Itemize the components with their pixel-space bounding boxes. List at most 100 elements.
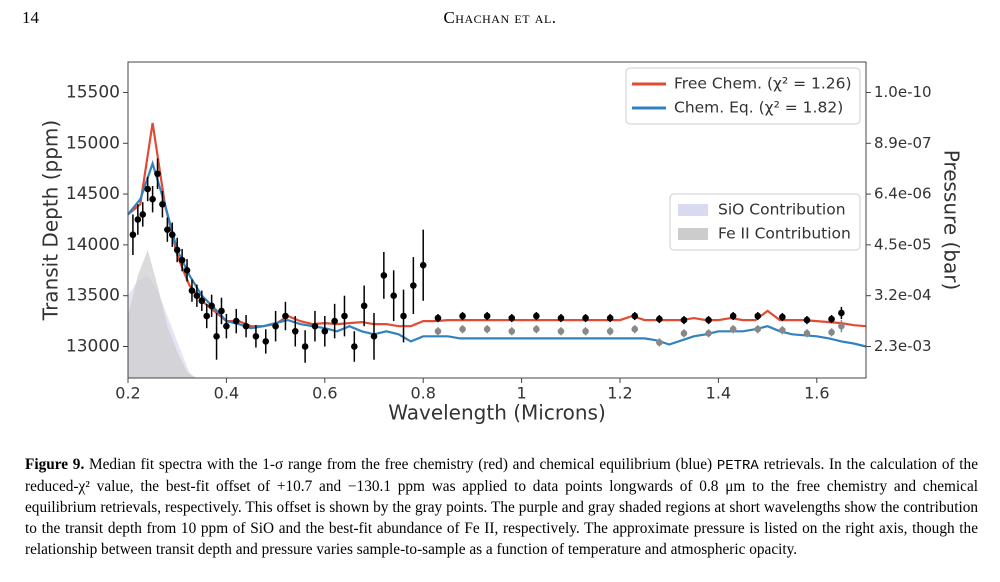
data-point: [252, 333, 260, 340]
data-point: [606, 327, 614, 335]
caption-code: PETRA: [716, 458, 759, 474]
y-tick-label: 13000: [66, 337, 120, 357]
y-tick-label: 13500: [66, 286, 120, 306]
legend-label: SiO Contribution: [718, 201, 846, 219]
contribution-area: [128, 249, 197, 378]
data-point: [459, 312, 466, 320]
data-point: [301, 343, 309, 350]
caption-text: Median fit spectra with the 1-σ range fr…: [89, 456, 717, 473]
x-tick-label: 1.4: [706, 384, 731, 403]
data-point: [198, 297, 206, 305]
data-point: [582, 327, 589, 335]
data-point: [168, 231, 176, 239]
data-point: [218, 307, 225, 315]
data-point: [557, 314, 565, 322]
data-point: [680, 329, 688, 337]
y2-tick-label: 2.3e-03: [874, 337, 932, 355]
x-tick-label: 0.4: [214, 384, 239, 403]
data-point: [803, 329, 811, 337]
data-point: [828, 328, 835, 336]
legend-box: [625, 67, 861, 125]
data-point: [291, 327, 299, 335]
y-tick-label: 14000: [66, 235, 120, 255]
y-tick-label: 15500: [66, 82, 120, 102]
data-point: [828, 315, 835, 323]
data-point: [208, 302, 215, 310]
data-point: [321, 327, 329, 335]
data-point: [631, 325, 639, 333]
data-point: [434, 314, 442, 322]
data-point: [134, 216, 142, 223]
data-point: [370, 333, 378, 340]
y-axis-label: Transit Depth (ppm): [39, 120, 63, 321]
data-point: [483, 325, 491, 333]
data-point: [144, 185, 151, 193]
data-point: [606, 314, 614, 322]
data-point: [508, 314, 516, 322]
data-point: [178, 256, 186, 264]
data-point: [331, 317, 338, 325]
y2-axis-label: Pressure (bar): [940, 150, 964, 291]
data-point: [705, 316, 712, 324]
spectrum-line: [127, 122, 867, 328]
legend-box: [669, 193, 861, 251]
legend-swatch: [678, 228, 708, 240]
data-point: [656, 339, 663, 346]
plot-frame: [127, 61, 867, 379]
x-tick-label: 1: [517, 384, 527, 403]
data-point: [311, 322, 319, 330]
data-point: [154, 170, 161, 178]
data-point: [341, 312, 348, 320]
data-point: [223, 322, 230, 330]
data-point: [129, 231, 137, 239]
data-point: [173, 246, 181, 254]
data-point: [139, 211, 147, 218]
data-point: [533, 325, 540, 333]
data-point: [680, 316, 688, 324]
data-point: [779, 313, 786, 321]
data-point: [360, 302, 368, 310]
data-point: [232, 317, 240, 325]
x-tick-label: 0.6: [312, 384, 337, 403]
data-point: [380, 272, 388, 279]
data-point: [729, 325, 737, 333]
data-point: [213, 333, 220, 340]
data-point: [400, 312, 407, 320]
page-number: 14: [22, 8, 39, 27]
running-head: Chachan et al.: [443, 8, 557, 27]
data-point: [149, 195, 156, 203]
data-point: [390, 292, 397, 299]
data-point: [754, 312, 762, 320]
chart: Wavelength (Microns) Transit Depth (ppm)…: [39, 61, 964, 425]
data-point: [779, 326, 786, 334]
legend-swatch: [678, 204, 708, 216]
data-point: [351, 343, 358, 350]
data-point: [838, 322, 845, 330]
legend-label: Fe II Contribution: [718, 225, 851, 243]
data-point: [557, 327, 565, 335]
spectrum-line: [127, 160, 867, 348]
data-point: [164, 226, 171, 233]
x-axis-label: Wavelength (Microns): [388, 401, 606, 425]
data-point: [159, 200, 166, 208]
data-point: [533, 312, 540, 320]
data-point: [272, 322, 279, 330]
legend-label: Free Chem. (χ² = 1.26): [674, 75, 852, 93]
caption: Figure 9. Median fit spectra with the 1-…: [25, 455, 978, 561]
data-point: [419, 261, 427, 269]
data-point: [656, 315, 663, 323]
data-point: [193, 292, 201, 299]
data-point: [483, 312, 491, 320]
y2-tick-label: 3.2e-04: [874, 286, 932, 304]
data-point: [631, 312, 639, 320]
data-point: [729, 312, 737, 320]
y2-tick-label: 8.9e-07: [874, 134, 932, 152]
data-point: [188, 287, 196, 294]
data-point: [262, 338, 270, 345]
caption-text: retrievals. In the calculation of the re…: [25, 456, 978, 558]
data-point: [705, 329, 712, 337]
data-point: [203, 312, 211, 320]
x-tick-label: 1.6: [804, 384, 829, 403]
data-point: [434, 327, 442, 335]
